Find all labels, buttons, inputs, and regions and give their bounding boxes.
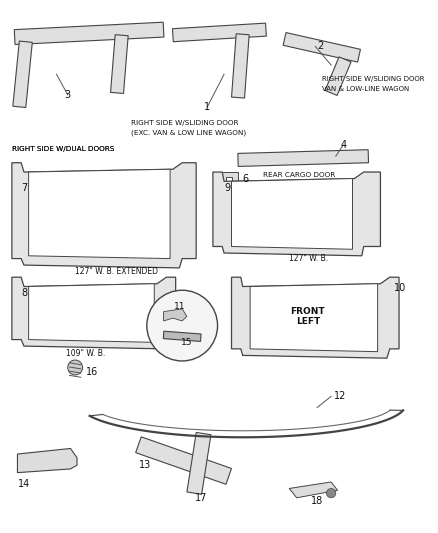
Polygon shape [163, 331, 201, 342]
Text: VAN & LOW-LINE WAGON: VAN & LOW-LINE WAGON [321, 86, 408, 92]
Text: 8: 8 [21, 288, 27, 298]
Polygon shape [283, 33, 360, 62]
Text: 127" W. B. EXTENDED: 127" W. B. EXTENDED [75, 267, 158, 276]
Text: 6: 6 [242, 174, 248, 183]
Polygon shape [325, 57, 350, 95]
Polygon shape [135, 437, 231, 484]
Polygon shape [289, 482, 337, 498]
Polygon shape [18, 448, 77, 473]
Polygon shape [212, 172, 380, 256]
Text: 7: 7 [21, 183, 27, 193]
Text: 1: 1 [204, 102, 210, 112]
Text: RIGHT SIDE W/DUAL DOORS: RIGHT SIDE W/DUAL DOORS [12, 146, 114, 152]
Polygon shape [14, 22, 163, 45]
Text: LEFT: LEFT [295, 317, 319, 326]
Text: 127" W. B.: 127" W. B. [289, 254, 328, 263]
Polygon shape [231, 34, 249, 98]
Text: 12: 12 [333, 391, 346, 401]
Text: RIGHT SIDE W/SLIDING DOOR: RIGHT SIDE W/SLIDING DOOR [321, 76, 424, 82]
Polygon shape [231, 277, 398, 358]
Circle shape [146, 290, 217, 361]
Polygon shape [231, 179, 352, 249]
Polygon shape [172, 23, 266, 42]
Text: RIGHT SIDE W/SLIDING DOOR: RIGHT SIDE W/SLIDING DOOR [131, 120, 238, 126]
Polygon shape [237, 150, 367, 166]
Polygon shape [28, 169, 170, 259]
Polygon shape [12, 163, 196, 268]
Circle shape [67, 360, 82, 375]
Polygon shape [219, 172, 237, 186]
Polygon shape [13, 41, 32, 108]
Text: 4: 4 [339, 140, 346, 150]
Text: 109" W. B.: 109" W. B. [66, 349, 105, 358]
Polygon shape [163, 309, 187, 321]
Polygon shape [12, 277, 175, 349]
Text: 16: 16 [86, 367, 99, 377]
Text: 13: 13 [138, 460, 151, 470]
Text: 14: 14 [18, 479, 30, 489]
Text: 11: 11 [173, 303, 185, 311]
Text: 10: 10 [392, 284, 405, 293]
Text: 3: 3 [64, 90, 71, 100]
Text: 17: 17 [194, 493, 206, 503]
Text: REAR CARGO DOOR: REAR CARGO DOOR [262, 172, 335, 178]
Text: FRONT: FRONT [290, 307, 325, 316]
Text: (EXC. VAN & LOW LINE WAGON): (EXC. VAN & LOW LINE WAGON) [131, 130, 246, 136]
Polygon shape [28, 284, 154, 342]
Text: 18: 18 [310, 496, 322, 506]
Polygon shape [250, 284, 377, 352]
Text: RIGHT SIDE W/DUAL DOORS: RIGHT SIDE W/DUAL DOORS [12, 146, 114, 152]
Circle shape [326, 488, 335, 498]
Polygon shape [187, 432, 211, 494]
Polygon shape [110, 35, 128, 93]
Text: 2: 2 [316, 42, 323, 51]
Text: 9: 9 [223, 183, 230, 193]
Text: 15: 15 [181, 338, 192, 347]
